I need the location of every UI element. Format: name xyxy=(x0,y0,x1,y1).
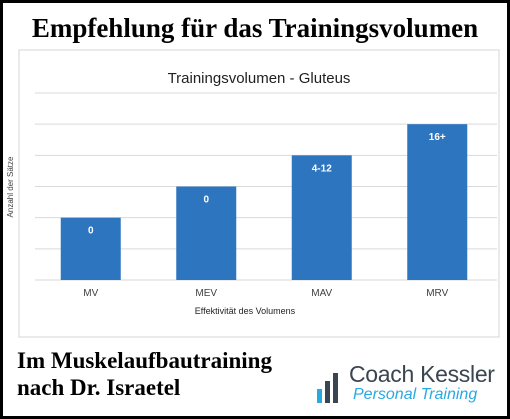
x-tick-mev: MEV xyxy=(195,288,217,299)
x-tick-mav: MAV xyxy=(311,288,332,299)
footer-line-1: Im Muskelaufbautraining xyxy=(17,348,272,373)
logo-name: Coach Kessler xyxy=(349,361,495,387)
data-label-mv: 0 xyxy=(88,226,94,237)
footer-caption: Im Muskelaufbautraining nach Dr. Israete… xyxy=(17,347,272,401)
bar-mv xyxy=(60,217,121,280)
x-tick-mv: MV xyxy=(83,288,98,299)
x-tick-mrv: MRV xyxy=(426,288,448,299)
bars xyxy=(60,124,468,281)
headline: Empfehlung für das Trainingsvolumen xyxy=(31,13,479,43)
bar-mrv xyxy=(407,124,468,281)
bar-mav xyxy=(291,155,352,280)
footer-line-2: nach Dr. Israetel xyxy=(17,375,181,400)
logo-tagline: Personal Training xyxy=(353,386,478,403)
data-label-mav: 4-12 xyxy=(312,163,332,174)
data-label-mrv: 16+ xyxy=(429,132,446,143)
y-axis-label: Anzahl der Sätze xyxy=(6,156,15,217)
x-axis-label: Effektivität des Volumens xyxy=(195,306,296,316)
data-labels: 0 0 4-12 16+ xyxy=(88,132,446,237)
x-tick-labels: MV MEV MAV MRV xyxy=(83,288,448,299)
chart-title: Trainingsvolumen - Gluteus xyxy=(168,70,351,87)
bar-mev xyxy=(176,186,237,280)
bar-logo-icon xyxy=(317,373,338,403)
data-label-mev: 0 xyxy=(203,195,209,206)
infographic-frame: Empfehlung für das Trainingsvolumen Trai… xyxy=(3,3,507,416)
brand-logo: Coach Kessler Personal Training xyxy=(315,359,505,409)
